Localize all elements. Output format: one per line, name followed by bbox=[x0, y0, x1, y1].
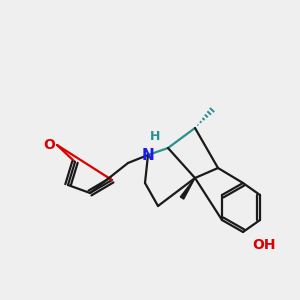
Text: O: O bbox=[43, 138, 55, 152]
Text: N: N bbox=[142, 148, 154, 164]
Text: H: H bbox=[150, 130, 160, 143]
Text: OH: OH bbox=[252, 238, 276, 252]
Polygon shape bbox=[180, 178, 195, 199]
